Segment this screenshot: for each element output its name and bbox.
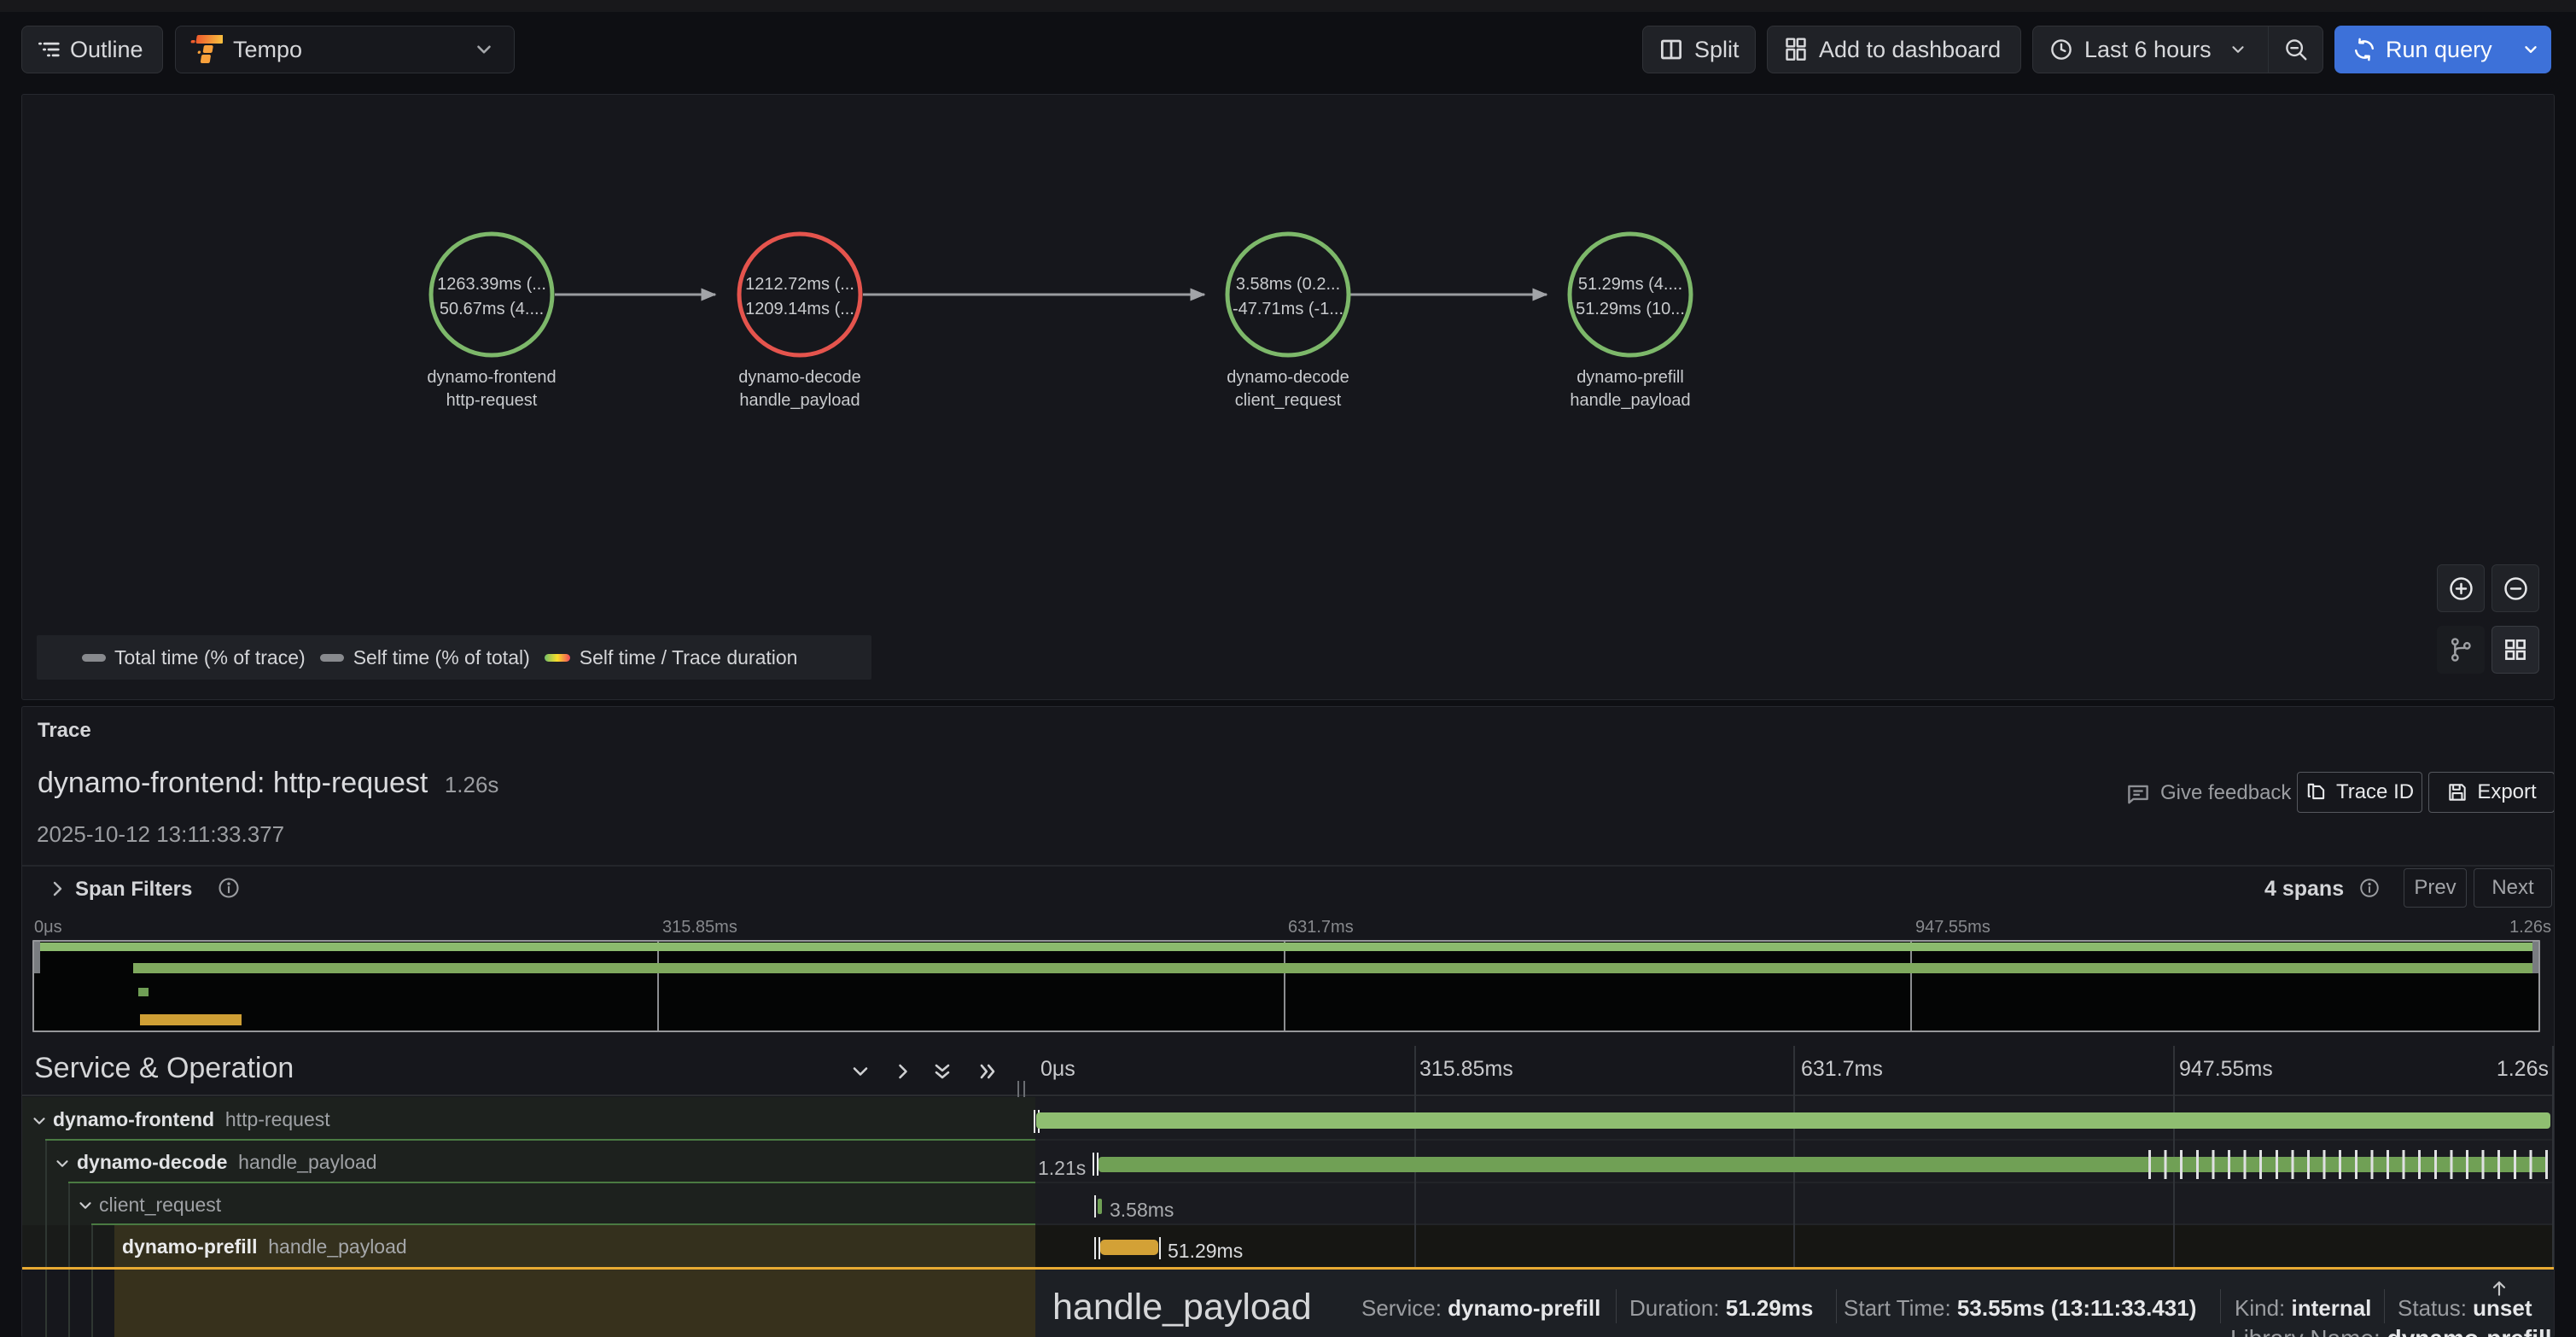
- svg-text:50.67ms (4....: 50.67ms (4....: [440, 300, 544, 318]
- svg-text:-47.71ms (-1...: -47.71ms (-1...: [1233, 300, 1343, 318]
- svg-text:1263.39ms (...: 1263.39ms (...: [437, 275, 546, 294]
- svg-text:handle_payload: handle_payload: [1570, 391, 1690, 410]
- svg-text:3.58ms (0.2...: 3.58ms (0.2...: [1236, 275, 1340, 294]
- svg-text:dynamo-decode: dynamo-decode: [1227, 368, 1349, 387]
- svg-text:51.29ms (10...: 51.29ms (10...: [1576, 300, 1685, 318]
- svg-text:51.29ms (4....: 51.29ms (4....: [1578, 275, 1682, 294]
- svg-text:dynamo-decode: dynamo-decode: [738, 368, 860, 387]
- svg-text:1212.72ms (...: 1212.72ms (...: [745, 275, 854, 294]
- svg-text:1209.14ms (...: 1209.14ms (...: [745, 300, 854, 318]
- svg-text:dynamo-prefill: dynamo-prefill: [1576, 368, 1684, 387]
- svg-text:handle_payload: handle_payload: [739, 391, 860, 410]
- svg-text:dynamo-frontend: dynamo-frontend: [427, 368, 556, 387]
- svg-text:http-request: http-request: [446, 391, 538, 410]
- svg-text:client_request: client_request: [1235, 391, 1342, 410]
